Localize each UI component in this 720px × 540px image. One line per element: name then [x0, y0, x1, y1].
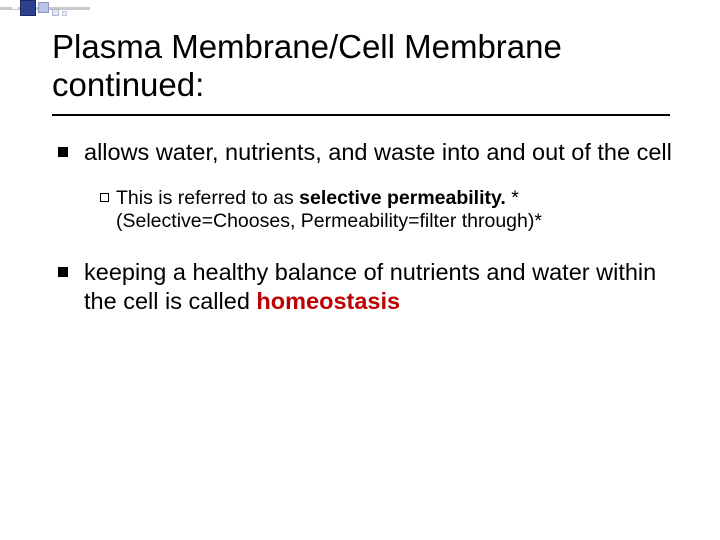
bullet-2-red: homeostasis — [256, 288, 400, 314]
slide-title: Plasma Membrane/Cell Membrane continued: — [52, 28, 676, 104]
sub-bullet-1-bold: selective permeability. — [299, 187, 506, 209]
bullet-2-text: keeping a healthy balance of nutrients a… — [84, 258, 676, 315]
hollow-square-bullet-icon — [100, 193, 109, 202]
deco-square-tiny — [62, 11, 67, 16]
deco-square-small — [52, 9, 59, 16]
sub-bullet-item-1: This is referred to as selective permeab… — [52, 187, 676, 235]
sub-bullet-1-a: This is referred to as — [116, 187, 299, 209]
sub-bullet-1-text: This is referred to as selective permeab… — [116, 187, 676, 235]
deco-square-light — [38, 2, 49, 13]
title-rule — [52, 114, 670, 116]
square-bullet-icon — [58, 147, 68, 157]
bullet-1-text: allows water, nutrients, and waste into … — [84, 138, 672, 167]
deco-square-dark — [20, 0, 36, 16]
square-bullet-icon — [58, 267, 68, 277]
corner-decoration — [0, 0, 90, 28]
bullet-item-2: keeping a healthy balance of nutrients a… — [52, 258, 676, 315]
bullet-item-1: allows water, nutrients, and waste into … — [52, 138, 676, 167]
deco-square — [12, 3, 18, 9]
slide-body: Plasma Membrane/Cell Membrane continued:… — [0, 0, 720, 315]
